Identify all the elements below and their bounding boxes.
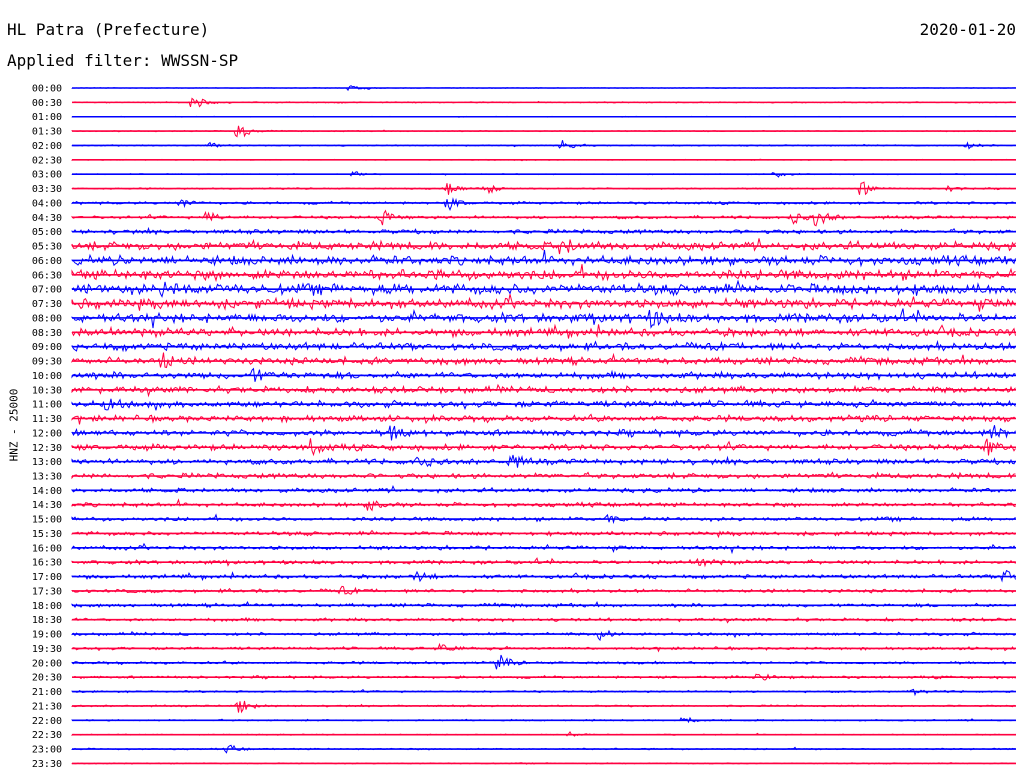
row-time-label: 06:30 [32, 270, 62, 281]
row-time-label: 17:30 [32, 586, 62, 597]
row-time-label: 23:30 [32, 759, 62, 770]
seismic-trace [71, 454, 1016, 468]
row-time-label: 12:30 [32, 443, 62, 454]
row-time-label: 20:30 [32, 673, 62, 684]
row-time-label: 04:00 [32, 198, 62, 209]
row-time-label: 14:30 [32, 500, 62, 511]
seismic-trace [71, 484, 1016, 494]
seismic-trace [71, 209, 1016, 227]
row-time-label: 20:00 [32, 658, 62, 669]
row-time-label: 00:00 [32, 84, 62, 95]
seismic-trace [71, 197, 1016, 211]
station-title: HL Patra (Prefecture) [7, 20, 210, 39]
row-time-label: 15:00 [32, 515, 62, 526]
seismic-trace [71, 279, 1016, 298]
row-time-label: 11:30 [32, 414, 62, 425]
row-time-label: 18:00 [32, 601, 62, 612]
row-time-label: 19:30 [32, 644, 62, 655]
row-time-label: 03:30 [32, 184, 62, 195]
seismic-trace [71, 249, 1016, 268]
seismic-trace [71, 367, 1016, 382]
row-time-label: 16:30 [32, 558, 62, 569]
seismic-trace [71, 700, 1016, 714]
row-time-label: 19:00 [32, 630, 62, 641]
row-time-label: 03:00 [32, 170, 62, 181]
seismic-trace [71, 140, 1016, 150]
row-time-label: 23:00 [32, 745, 62, 756]
row-time-label: 01:00 [32, 112, 62, 123]
row-time-label: 08:30 [32, 328, 62, 339]
row-time-label: 10:30 [32, 385, 62, 396]
seismic-trace [71, 323, 1016, 339]
row-time-label: 17:00 [32, 572, 62, 583]
row-time-label: 05:00 [32, 227, 62, 238]
seismic-trace [71, 238, 1016, 255]
row-time-label: 00:30 [32, 98, 62, 109]
row-time-label: 09:30 [32, 357, 62, 368]
row-time-label: 13:30 [32, 471, 62, 482]
row-time-label: 15:30 [32, 529, 62, 540]
seismic-trace [71, 264, 1016, 283]
row-time-label: 13:00 [32, 457, 62, 468]
seismic-trace [71, 629, 1016, 642]
row-time-label: 08:00 [32, 313, 62, 324]
seismic-trace [71, 383, 1016, 398]
row-time-label: 11:00 [32, 400, 62, 411]
row-time-label: 01:30 [32, 127, 62, 138]
row-time-label: 09:00 [32, 342, 62, 353]
row-time-label: 06:00 [32, 256, 62, 267]
row-time-label: 22:00 [32, 716, 62, 727]
row-time-label: 02:30 [32, 155, 62, 166]
row-time-label: 16:00 [32, 543, 62, 554]
seismic-trace [71, 352, 1016, 369]
row-time-label: 18:30 [32, 615, 62, 626]
row-time-label: 07:00 [32, 285, 62, 296]
row-time-label: 14:00 [32, 486, 62, 497]
row-time-label: 21:00 [32, 687, 62, 698]
seismic-trace [71, 413, 1016, 425]
row-time-label: 12:00 [32, 428, 62, 439]
date-label: 2020-01-20 [919, 20, 1016, 39]
row-time-label: 04:30 [32, 213, 62, 224]
row-time-label: 07:30 [32, 299, 62, 310]
seismic-trace [71, 308, 1016, 329]
row-time-label: 21:30 [32, 701, 62, 712]
row-time-label: 05:30 [32, 242, 62, 253]
filter-label: Applied filter: WWSSN-SP [7, 51, 239, 70]
row-time-label: 02:00 [32, 141, 62, 152]
seismic-trace [71, 425, 1016, 441]
row-time-label: 10:00 [32, 371, 62, 382]
row-time-label: 22:30 [32, 730, 62, 741]
